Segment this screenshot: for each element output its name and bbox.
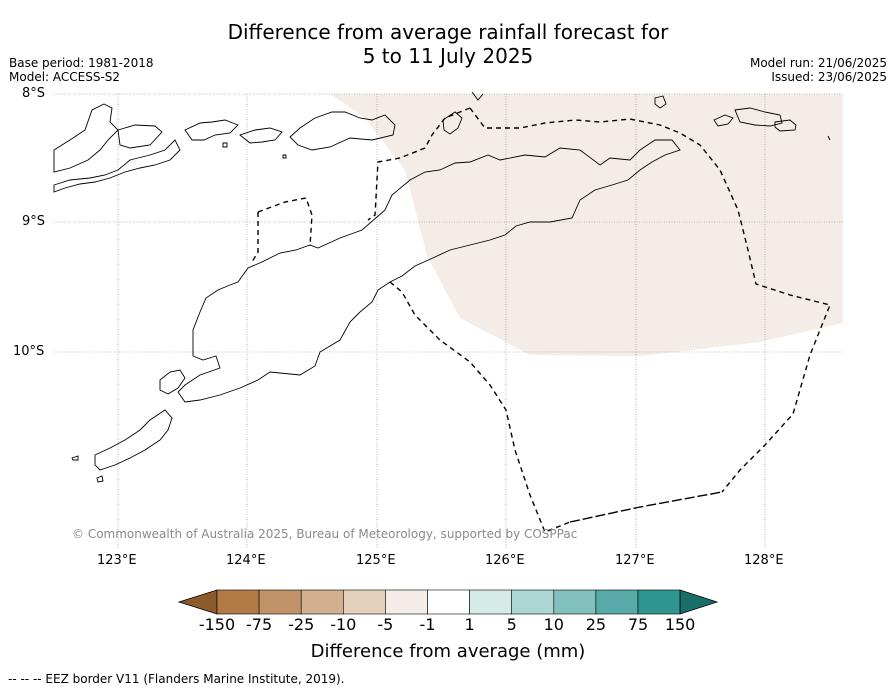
lon-label-123e: 123°E [97, 553, 137, 568]
colorbar-bin [595, 589, 639, 615]
colorbar-tick-label: 25 [585, 615, 607, 634]
colorbar-title: Difference from average (mm) [310, 641, 586, 662]
eez-footnote: -- -- -- EEZ border V11 (Flanders Marine… [8, 672, 345, 686]
lat-label-9s: 9°S [22, 214, 46, 229]
colorbar-tick-label: 75 [627, 615, 649, 634]
colorbar-bin [637, 589, 681, 615]
lat-label-8s: 8°S [22, 86, 46, 101]
colorbar-bin [216, 589, 260, 615]
title-line-1: Difference from average rainfall forecas… [227, 20, 669, 44]
colorbar-bin [511, 589, 555, 615]
colorbar-bin [342, 589, 386, 615]
copyright-notice: © Commonwealth of Australia 2025, Bureau… [72, 527, 578, 541]
colorbar-tick-label: 150 [664, 615, 696, 634]
colorbar-tick-label: -1 [419, 615, 436, 634]
model-name: Model: ACCESS-S2 [9, 70, 121, 84]
eez-border-southern [569, 491, 723, 523]
colorbar-extend-high [679, 589, 719, 615]
lon-label-126e: 126°E [485, 553, 525, 568]
colorbar-tick-label: -5 [377, 615, 394, 634]
colorbar-bins [177, 589, 719, 615]
colorbar-extend-low [177, 589, 218, 615]
lat-label-10s: 10°S [13, 344, 45, 359]
colorbar-bin [258, 589, 302, 615]
colorbar-bin [300, 589, 344, 615]
colorbar-bin [553, 589, 597, 615]
colorbar-tick-label: 5 [506, 615, 517, 634]
colorbar-bin [427, 589, 470, 615]
coastlines [53, 91, 831, 483]
page-title: Difference from average rainfall forecas… [0, 20, 896, 68]
base-period: Base period: 1981-2018 [9, 56, 154, 70]
model-run: Model run: 21/06/2025 [749, 56, 887, 70]
colorbar-tick-label: 10 [543, 615, 564, 634]
colorbar-bin [469, 589, 513, 615]
colorbar-bin [385, 589, 428, 615]
lon-label-128e: 128°E [744, 553, 784, 568]
eez-border [251, 107, 831, 533]
colorbar-tick-label: 1 [464, 615, 475, 634]
colorbar-tick-label: -10 [330, 615, 357, 634]
colorbar-tick-label: -25 [288, 615, 315, 634]
lon-label-124e: 124°E [226, 553, 266, 568]
lon-label-125e: 125°E [356, 553, 396, 568]
title-line-2: 5 to 11 July 2025 [362, 44, 534, 68]
colorbar-tick-label: -150 [198, 615, 236, 634]
issued-date: Issued: 23/06/2025 [771, 70, 887, 84]
lon-label-127e: 127°E [615, 553, 655, 568]
shaded-rainfall-region [330, 94, 843, 356]
colorbar-tick-label: -75 [246, 615, 273, 634]
